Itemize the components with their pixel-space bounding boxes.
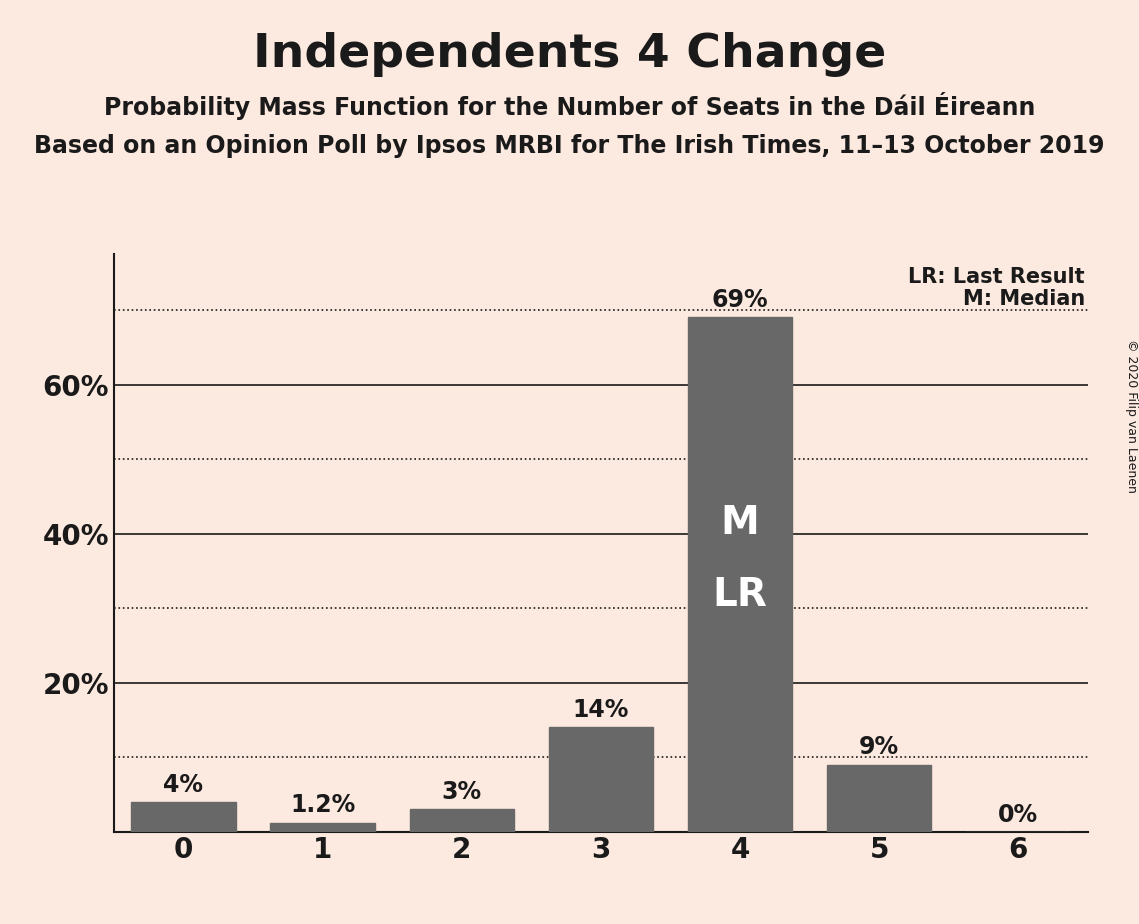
- Text: 4%: 4%: [164, 772, 204, 796]
- Text: M: M: [721, 505, 760, 542]
- Text: 9%: 9%: [859, 736, 899, 760]
- Text: 1.2%: 1.2%: [290, 794, 355, 818]
- Bar: [549, 727, 653, 832]
- Text: M: Median: M: Median: [962, 289, 1085, 310]
- Text: 69%: 69%: [712, 288, 769, 312]
- Text: Independents 4 Change: Independents 4 Change: [253, 32, 886, 78]
- Bar: [827, 764, 932, 832]
- Text: LR: Last Result: LR: Last Result: [908, 267, 1085, 286]
- Text: LR: LR: [713, 576, 768, 614]
- Bar: [270, 822, 375, 832]
- Text: Based on an Opinion Poll by Ipsos MRBI for The Irish Times, 11–13 October 2019: Based on an Opinion Poll by Ipsos MRBI f…: [34, 134, 1105, 158]
- Text: 14%: 14%: [573, 698, 629, 722]
- Text: 0%: 0%: [998, 803, 1039, 827]
- Text: 3%: 3%: [442, 780, 482, 804]
- Text: © 2020 Filip van Laenen: © 2020 Filip van Laenen: [1124, 339, 1138, 492]
- Text: Probability Mass Function for the Number of Seats in the Dáil Éireann: Probability Mass Function for the Number…: [104, 92, 1035, 120]
- Bar: [410, 809, 514, 832]
- Bar: [131, 802, 236, 832]
- Bar: [688, 318, 792, 832]
